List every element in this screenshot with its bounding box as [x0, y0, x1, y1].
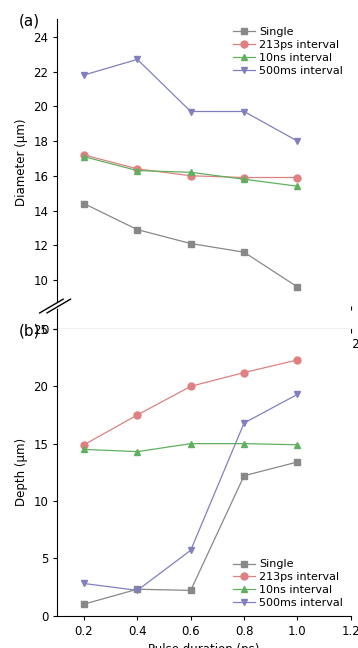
213ps interval [189, 172, 193, 179]
213ps interval [82, 441, 86, 448]
Text: (b): (b) [19, 323, 40, 338]
10ns interval [135, 167, 140, 174]
Single [242, 248, 246, 256]
213ps interval [135, 165, 140, 173]
10ns interval [295, 441, 300, 448]
10ns interval [135, 448, 140, 456]
500ms interval [295, 137, 300, 145]
10ns interval [189, 440, 193, 448]
10ns interval [242, 440, 246, 448]
X-axis label: Pulse duration (ps): Pulse duration (ps) [148, 643, 260, 648]
213ps interval [295, 174, 300, 181]
213ps interval [295, 356, 300, 364]
500ms interval [82, 71, 86, 79]
Single [135, 585, 140, 593]
213ps interval [189, 382, 193, 390]
Line: 10ns interval: 10ns interval [81, 153, 301, 190]
Single [295, 283, 300, 291]
Legend: Single, 213ps interval, 10ns interval, 500ms interval: Single, 213ps interval, 10ns interval, 5… [230, 25, 345, 78]
10ns interval [242, 176, 246, 183]
500ms interval [135, 56, 140, 64]
Single [135, 226, 140, 233]
500ms interval [295, 391, 300, 399]
Line: 500ms interval: 500ms interval [81, 391, 301, 594]
Text: (a): (a) [19, 14, 40, 29]
Line: 10ns interval: 10ns interval [81, 440, 301, 455]
Line: 213ps interval: 213ps interval [81, 152, 301, 181]
Single [242, 472, 246, 480]
Line: Single: Single [81, 200, 301, 290]
Line: 213ps interval: 213ps interval [81, 356, 301, 448]
Line: Single: Single [81, 459, 301, 608]
213ps interval [135, 411, 140, 419]
Y-axis label: Diameter (μm): Diameter (μm) [15, 119, 28, 207]
Legend: Single, 213ps interval, 10ns interval, 500ms interval: Single, 213ps interval, 10ns interval, 5… [230, 557, 345, 610]
213ps interval [82, 151, 86, 159]
Line: 500ms interval: 500ms interval [81, 56, 301, 145]
Single [295, 458, 300, 466]
500ms interval [189, 546, 193, 554]
500ms interval [242, 108, 246, 115]
213ps interval [242, 369, 246, 376]
500ms interval [82, 579, 86, 587]
500ms interval [242, 419, 246, 427]
Single [189, 240, 193, 248]
Single [82, 600, 86, 608]
10ns interval [189, 168, 193, 176]
213ps interval [242, 174, 246, 181]
10ns interval [82, 153, 86, 161]
500ms interval [189, 108, 193, 115]
X-axis label: Pulse duration (ps): Pulse duration (ps) [148, 351, 260, 364]
10ns interval [295, 182, 300, 190]
Single [82, 200, 86, 207]
Single [189, 586, 193, 594]
Y-axis label: Depth (μm): Depth (μm) [15, 438, 28, 506]
500ms interval [135, 586, 140, 594]
10ns interval [82, 445, 86, 453]
